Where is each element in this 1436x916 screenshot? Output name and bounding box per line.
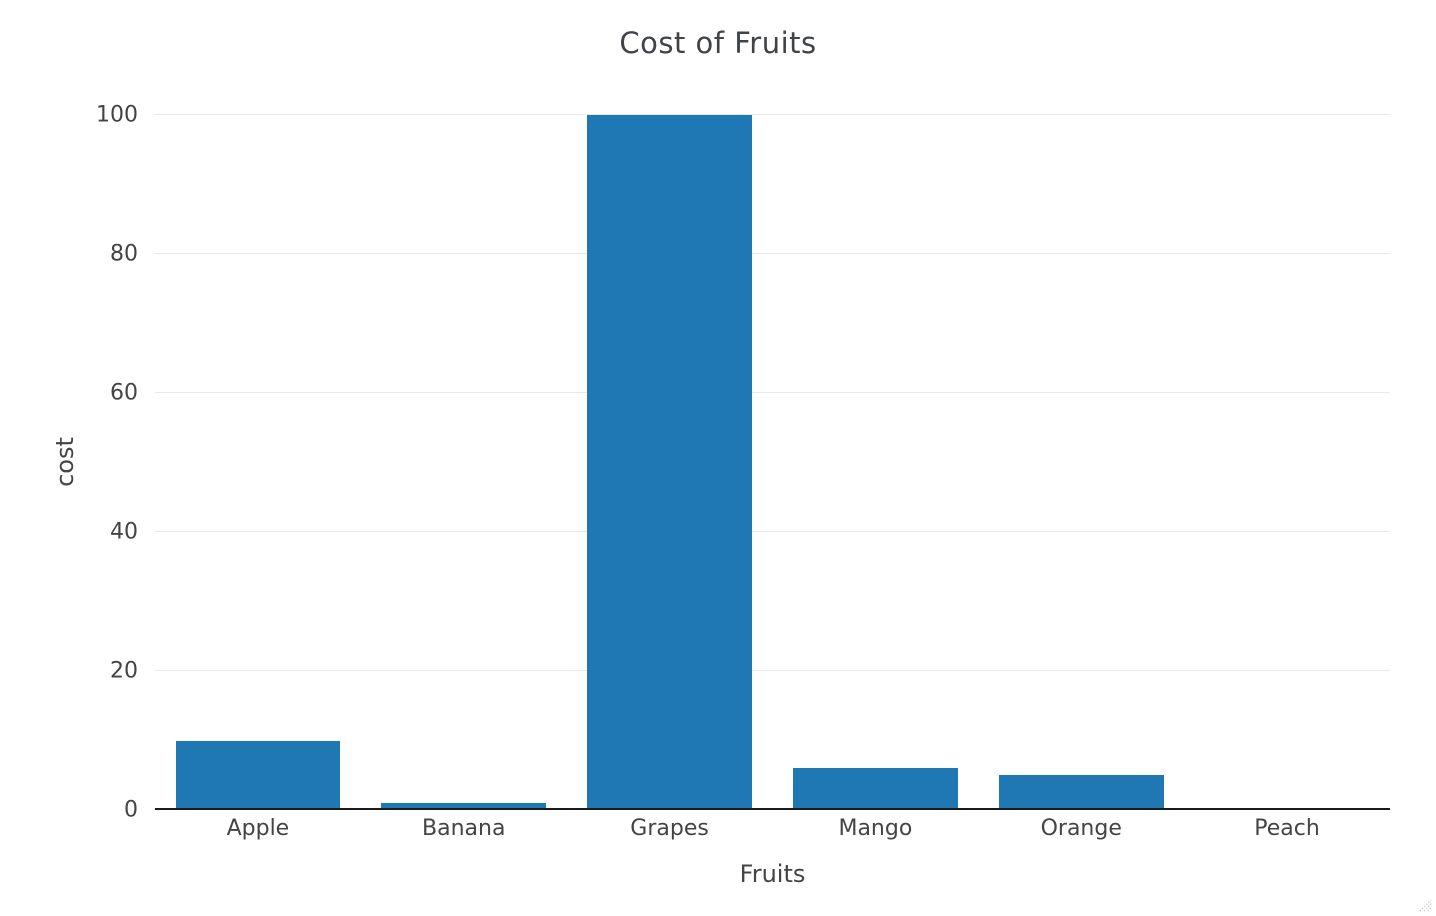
bar-slot-peach [1184,115,1390,810]
x-tick-label-grapes: Grapes [630,816,709,841]
x-tick-label-apple: Apple [226,816,290,841]
gridline-y-40 [155,531,1390,532]
y-tick-label-100: 100 [96,102,138,128]
bar-grapes[interactable] [587,115,752,810]
y-tick-label-40: 40 [110,519,138,545]
x-tick-label-orange: Orange [1040,816,1122,841]
bar-slot-grapes [567,115,773,810]
bar-series [155,115,1390,810]
x-tick-label-banana: Banana [422,816,506,841]
y-tick-label-60: 60 [110,380,138,406]
bar-slot-apple [155,115,361,810]
gridline-y-80 [155,253,1390,254]
plot-area[interactable] [155,114,1390,810]
x-axis-line [155,808,1390,810]
bar-slot-orange [978,115,1184,810]
x-tick-label-mango: Mango [838,816,913,841]
bar-slot-banana [361,115,567,810]
chart-title: Cost of Fruits [619,26,817,60]
y-axis-ticks: 0 20 40 60 80 100 [0,103,146,823]
bar-mango[interactable] [793,768,958,810]
y-tick-label-0: 0 [124,797,138,823]
bar-orange[interactable] [998,775,1164,810]
gridline-y-60 [155,392,1390,393]
resize-grip-icon[interactable] [1416,896,1432,912]
y-tick-label-20: 20 [110,658,138,684]
bar-banana[interactable] [381,803,547,810]
y-tick-label-80: 80 [110,241,138,267]
bar-apple[interactable] [175,740,341,810]
gridline-y-100 [155,114,1390,115]
x-axis-title: Fruits [739,860,806,888]
bar-slot-mango [772,115,978,810]
x-axis-ticks: Apple Banana Grapes Mango Orange Peach [155,816,1390,841]
gridline-y-20 [155,670,1390,671]
x-tick-label-peach: Peach [1254,816,1320,841]
